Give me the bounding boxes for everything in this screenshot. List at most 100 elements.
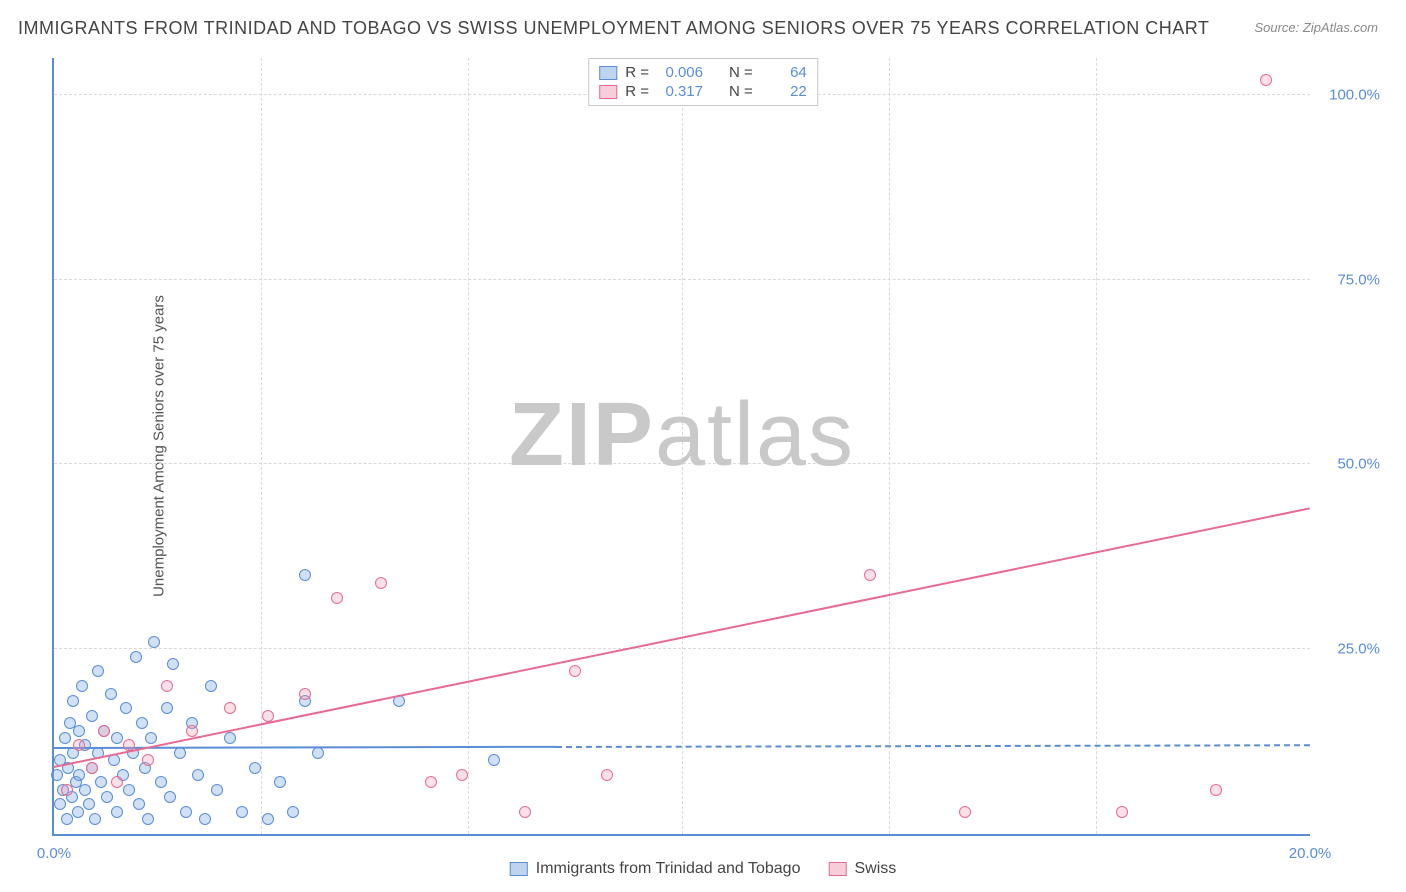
data-point	[199, 813, 211, 825]
data-point	[123, 784, 135, 796]
legend-row: R = 0.006 N = 64	[599, 63, 807, 82]
legend-label: Swiss	[854, 860, 896, 878]
data-point	[959, 806, 971, 818]
y-tick-label: 50.0%	[1337, 456, 1380, 473]
legend-swatch	[599, 66, 617, 80]
data-point	[1210, 784, 1222, 796]
chart-title: IMMIGRANTS FROM TRINIDAD AND TOBAGO VS S…	[18, 18, 1209, 39]
data-point	[61, 813, 73, 825]
vgridline	[1096, 58, 1097, 834]
data-point	[101, 791, 113, 803]
data-point	[1260, 74, 1272, 86]
y-tick-label: 100.0%	[1329, 86, 1380, 103]
data-point	[375, 577, 387, 589]
r-value: 0.317	[657, 83, 703, 100]
data-point	[86, 762, 98, 774]
scatter-chart: ZIPatlas 25.0%50.0%75.0%100.0%0.0%20.0%	[52, 58, 1310, 836]
data-point	[161, 680, 173, 692]
data-point	[111, 806, 123, 818]
data-point	[274, 776, 286, 788]
n-value: 22	[761, 83, 807, 100]
data-point	[136, 717, 148, 729]
data-point	[224, 702, 236, 714]
correlation-legend: R = 0.006 N = 64 R = 0.317 N = 22	[588, 58, 818, 106]
y-tick-label: 75.0%	[1337, 271, 1380, 288]
data-point	[98, 725, 110, 737]
data-point	[145, 732, 157, 744]
data-point	[59, 732, 71, 744]
data-point	[299, 688, 311, 700]
vgridline	[468, 58, 469, 834]
data-point	[67, 695, 79, 707]
data-point	[186, 725, 198, 737]
data-point	[89, 813, 101, 825]
n-value: 64	[761, 64, 807, 81]
data-point	[142, 754, 154, 766]
data-point	[95, 776, 107, 788]
data-point	[164, 791, 176, 803]
data-point	[92, 665, 104, 677]
r-label: R =	[625, 83, 649, 100]
data-point	[205, 680, 217, 692]
data-point	[864, 569, 876, 581]
data-point	[133, 798, 145, 810]
data-point	[249, 762, 261, 774]
data-point	[224, 732, 236, 744]
legend-swatch	[599, 85, 617, 99]
data-point	[72, 806, 84, 818]
data-point	[519, 806, 531, 818]
data-point	[180, 806, 192, 818]
data-point	[86, 710, 98, 722]
data-point	[73, 739, 85, 751]
legend-row: R = 0.317 N = 22	[599, 82, 807, 101]
r-value: 0.006	[657, 64, 703, 81]
source-label: Source: ZipAtlas.com	[1254, 20, 1378, 35]
vgridline	[889, 58, 890, 834]
data-point	[111, 732, 123, 744]
data-point	[76, 680, 88, 692]
vgridline	[682, 58, 683, 834]
data-point	[262, 813, 274, 825]
data-point	[287, 806, 299, 818]
legend-swatch	[510, 862, 528, 876]
r-label: R =	[625, 64, 649, 81]
legend-label: Immigrants from Trinidad and Tobago	[536, 860, 801, 878]
data-point	[425, 776, 437, 788]
data-point	[299, 569, 311, 581]
legend-item: Immigrants from Trinidad and Tobago	[510, 860, 801, 878]
trend-line	[556, 744, 1310, 748]
data-point	[73, 769, 85, 781]
data-point	[130, 651, 142, 663]
data-point	[601, 769, 613, 781]
data-point	[312, 747, 324, 759]
data-point	[155, 776, 167, 788]
data-point	[51, 769, 63, 781]
legend-swatch	[828, 862, 846, 876]
data-point	[105, 688, 117, 700]
data-point	[73, 725, 85, 737]
x-tick-label: 0.0%	[37, 845, 71, 862]
data-point	[192, 769, 204, 781]
x-tick-label: 20.0%	[1289, 845, 1332, 862]
data-point	[488, 754, 500, 766]
data-point	[161, 702, 173, 714]
data-point	[142, 813, 154, 825]
series-legend: Immigrants from Trinidad and Tobago Swiss	[510, 860, 897, 878]
data-point	[331, 592, 343, 604]
data-point	[83, 798, 95, 810]
data-point	[61, 784, 73, 796]
data-point	[148, 636, 160, 648]
n-label: N =	[729, 83, 753, 100]
data-point	[236, 806, 248, 818]
legend-item: Swiss	[828, 860, 896, 878]
n-label: N =	[729, 64, 753, 81]
data-point	[1116, 806, 1128, 818]
data-point	[111, 776, 123, 788]
data-point	[211, 784, 223, 796]
data-point	[167, 658, 179, 670]
data-point	[120, 702, 132, 714]
data-point	[569, 665, 581, 677]
data-point	[54, 798, 66, 810]
data-point	[79, 784, 91, 796]
y-tick-label: 25.0%	[1337, 641, 1380, 658]
